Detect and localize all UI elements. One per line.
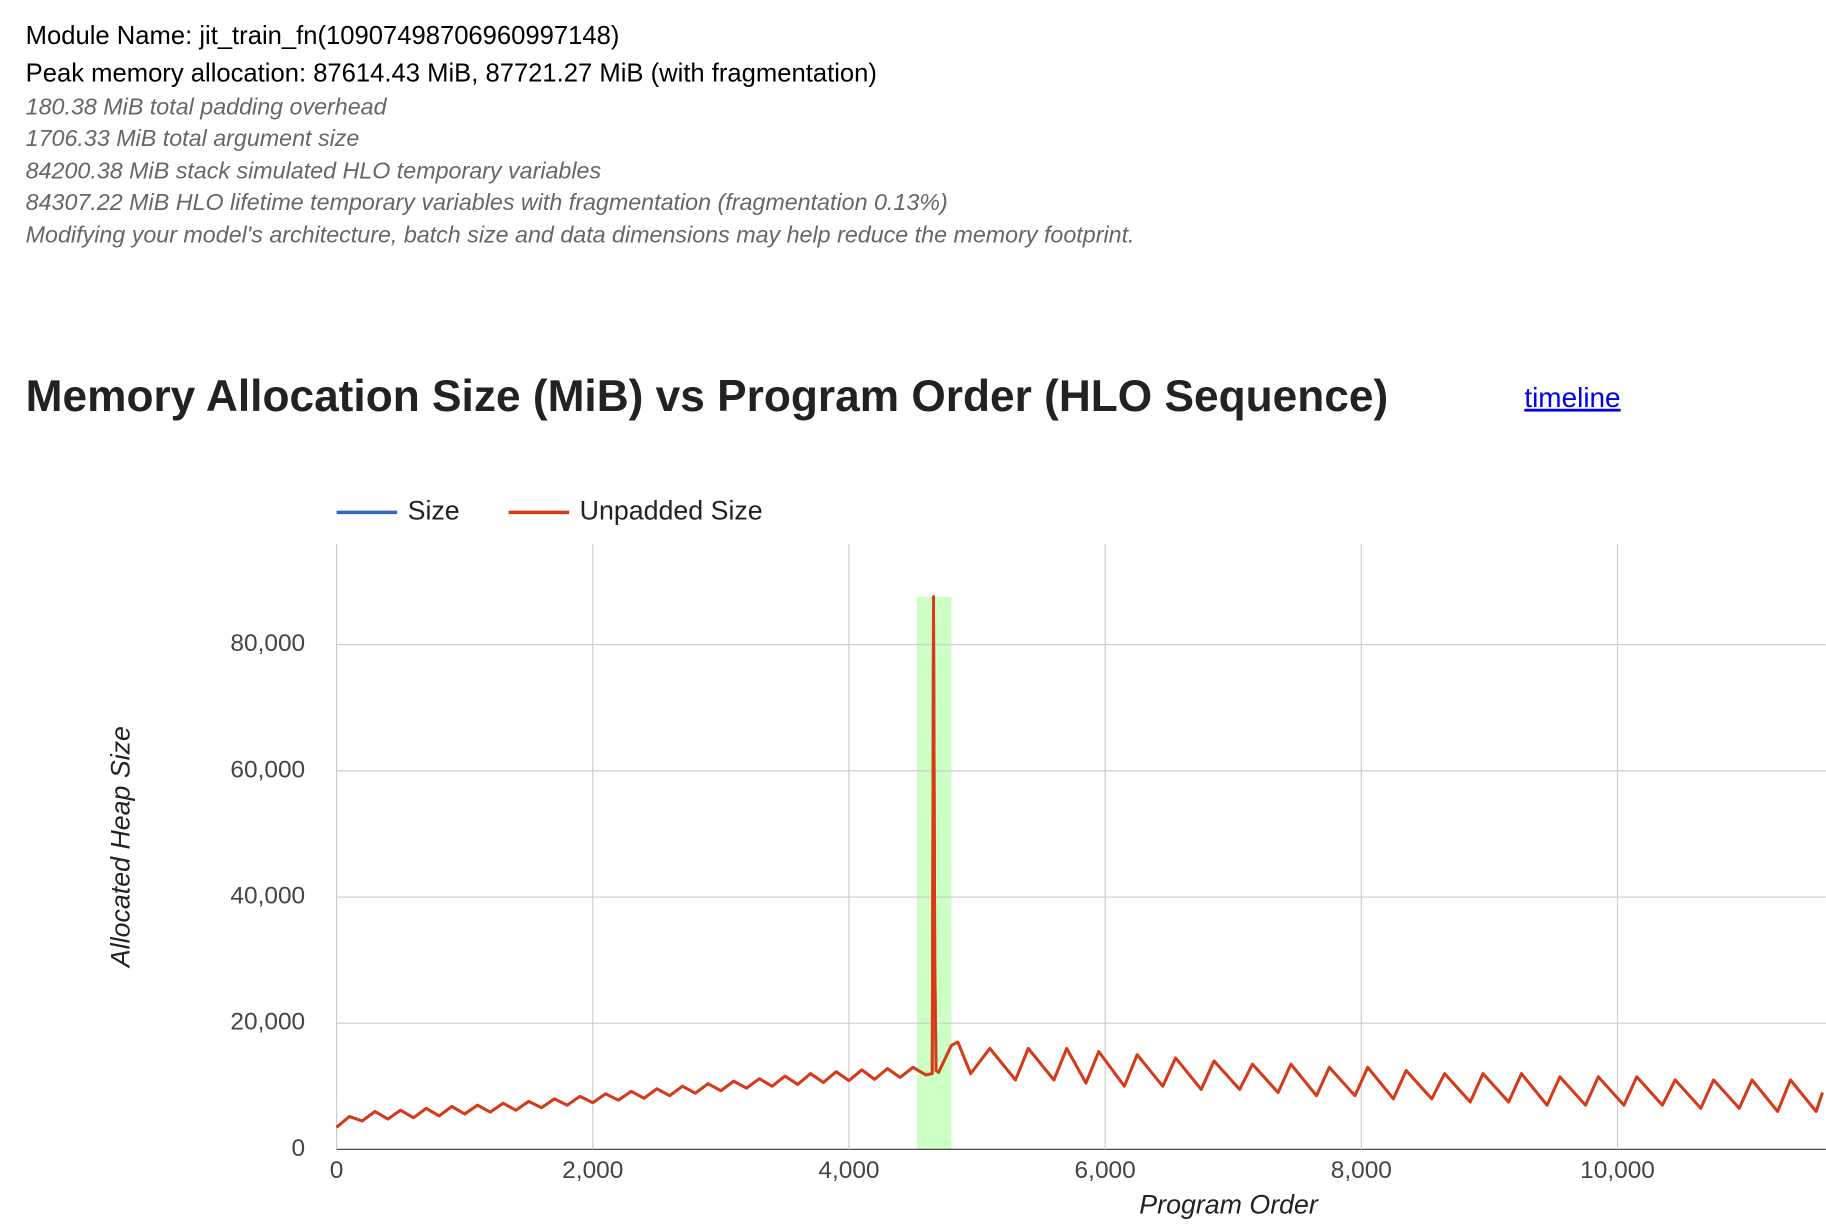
peak-memory: Peak memory allocation: 87614.43 MiB, 87…: [26, 59, 877, 87]
y-tick-label: 60,000: [230, 756, 305, 783]
legend-label: Unpadded Size: [580, 495, 763, 525]
note: 84200.38 MiB stack simulated HLO tempora…: [26, 157, 602, 183]
x-tick-label: 8,000: [1331, 1157, 1392, 1184]
y-tick-label: 40,000: [230, 882, 305, 909]
note: 84307.22 MiB HLO lifetime temporary vari…: [26, 189, 948, 215]
x-tick-label: 2,000: [562, 1157, 623, 1184]
series-line: [335, 595, 1824, 1129]
x-tick-label: 6,000: [1075, 1157, 1136, 1184]
y-tick-label: 80,000: [230, 630, 305, 657]
y-tick-label: 0: [292, 1135, 306, 1162]
x-axis-title: Program Order: [1139, 1189, 1319, 1219]
legend-label: Size: [408, 495, 460, 525]
x-tick-label: 10,000: [1580, 1157, 1655, 1184]
timeline-link[interactable]: timeline: [1524, 382, 1620, 413]
note: 180.38 MiB total padding overhead: [26, 93, 388, 119]
note: 1706.33 MiB total argument size: [26, 125, 360, 151]
x-tick-label: 4,000: [818, 1157, 879, 1184]
y-axis-title: Allocated Heap Size: [105, 726, 135, 969]
section-title: Memory Allocation Size (MiB) vs Program …: [26, 372, 1389, 421]
module-name: Module Name: jit_train_fn(10907498706960…: [26, 22, 620, 50]
series-line: [335, 595, 1824, 1129]
x-tick-label: 0: [330, 1157, 344, 1184]
y-tick-label: 20,000: [230, 1009, 305, 1036]
note: Modifying your model's architecture, bat…: [26, 222, 1135, 248]
